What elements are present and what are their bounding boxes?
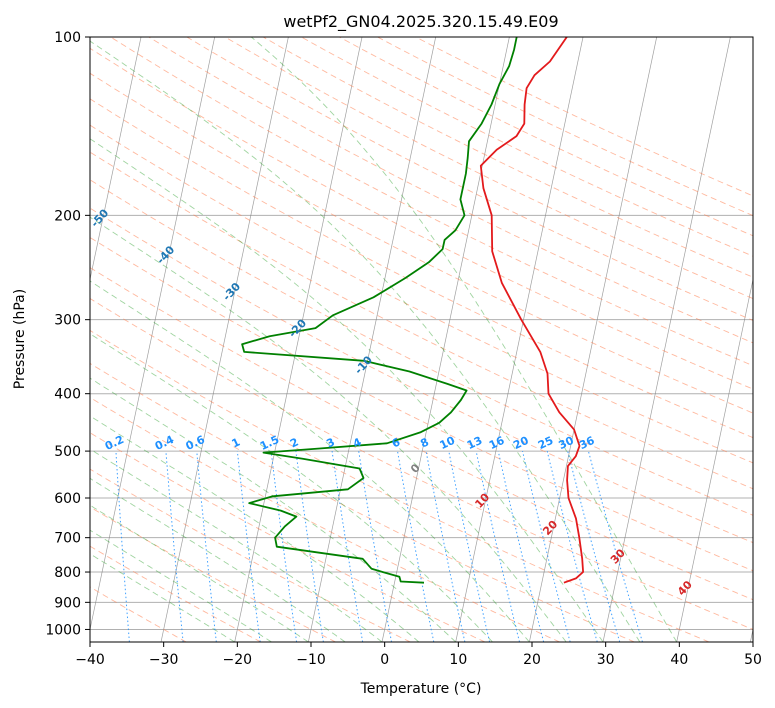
y-tick-label: 1000 (45, 622, 81, 638)
y-tick-label: 200 (54, 208, 81, 224)
plot-frame (89, 36, 754, 643)
mixing-ratio-label: 20 (511, 434, 531, 452)
dry-adiabat-line (90, 267, 753, 601)
y-axis-ticks: 100 200 300 400 500 600 700 800 900 1000 (45, 30, 90, 638)
y-axis-label: Pressure (hPa) (12, 289, 28, 389)
x-tick-label: 10 (449, 652, 467, 668)
dry-adiabat-line (90, 297, 753, 630)
dry-adiabat-line (90, 179, 753, 516)
isotherm-line (676, 277, 753, 642)
isotherm-line (160, 37, 289, 642)
y-tick-label: 600 (54, 491, 81, 507)
x-tick-label: −40 (75, 652, 105, 668)
isotherm-line (234, 37, 363, 642)
isotherm-line (90, 37, 216, 632)
x-tick-label: 0 (380, 652, 389, 668)
dry-adiabat-line (90, 468, 411, 642)
moist-adiabat-line (90, 529, 272, 642)
moist-adiabat-lines (90, 37, 678, 642)
mixing-ratio-line (165, 451, 184, 642)
moist-adiabat-line (251, 37, 678, 642)
mixing-ratio-line (448, 451, 491, 642)
moist-adiabat-line (90, 415, 420, 642)
x-tick-label: 40 (670, 652, 688, 668)
dry-adiabat-line (90, 47, 753, 390)
mixing-ratio-line (397, 451, 435, 642)
mixing-ratio-label: 25 (536, 434, 555, 452)
x-axis-label: Temperature (°C) (360, 681, 482, 697)
isotherm-line (529, 37, 658, 642)
x-tick-label: 30 (597, 652, 615, 668)
mixing-ratio-line (587, 450, 643, 642)
moist-adiabat-line (90, 333, 493, 642)
dry-adiabat-line (90, 362, 635, 642)
y-tick-label: 700 (54, 531, 81, 547)
dry-adiabat-line (90, 124, 753, 464)
isotherm-line (90, 37, 142, 282)
dry-adiabat-line (186, 37, 753, 321)
x-tick-label: −30 (149, 652, 179, 668)
y-tick-label: 100 (54, 30, 81, 46)
y-tick-label: 800 (54, 565, 81, 581)
y-tick-label: 900 (54, 595, 81, 611)
isotherm-line (602, 37, 731, 642)
moist-adiabat-line (90, 477, 346, 642)
dry-adiabat-line (90, 207, 753, 544)
x-tick-label: 20 (523, 652, 541, 668)
mixing-ratio-label: 10 (438, 434, 458, 452)
dry-adiabat-line (90, 329, 710, 642)
mixing-ratio-label: 30 (557, 434, 577, 452)
dry-adiabat-line (224, 37, 753, 300)
mixing-ratio-label: 16 (487, 434, 507, 452)
mixing-ratio-line (270, 451, 298, 642)
mixing-ratio-label: 36 (577, 434, 597, 452)
mixing-ratio-line (567, 450, 621, 642)
x-axis-ticks: −40 −30 −20 −10 0 10 20 30 40 50 (75, 642, 762, 668)
moist-adiabat-line (90, 504, 309, 642)
mixing-ratio-line (425, 451, 466, 642)
y-tick-label: 300 (54, 313, 81, 329)
x-tick-label: −20 (223, 652, 253, 668)
chart-title: wetPf2_GN04.2025.320.15.49.E09 (283, 12, 558, 32)
mixing-ratio-line (497, 450, 545, 642)
moist-adiabat-line (90, 138, 604, 642)
dry-adiabat-lines (90, 37, 753, 642)
temperature-line (479, 37, 584, 584)
moist-adiabat-line (90, 216, 567, 642)
dry-adiabat-line (110, 37, 753, 367)
x-tick-label: −10 (296, 652, 326, 668)
y-tick-label: 500 (54, 444, 81, 460)
moist-adiabat-line (90, 553, 235, 642)
isotherm-line (381, 37, 510, 642)
mixing-ratio-line (236, 451, 261, 642)
mixing-ratio-line (475, 450, 520, 642)
dry-adiabat-line (90, 236, 753, 572)
x-tick-label: 50 (744, 652, 762, 668)
dry-adiabat-line (90, 396, 560, 642)
dry-adiabat-line (90, 586, 187, 642)
dry-adiabat-line (90, 506, 336, 642)
pressure-gridlines (90, 37, 753, 630)
moist-adiabat-line (90, 377, 457, 642)
sounding-series (241, 37, 584, 584)
mixing-ratio-line (196, 451, 217, 642)
dewpoint-line (241, 37, 518, 584)
isotherm-line (455, 37, 584, 642)
mixing-ratio-label: 13 (465, 434, 484, 452)
mixing-ratio-line (522, 450, 571, 642)
y-tick-label: 400 (54, 387, 81, 403)
dry-adiabat-line (90, 98, 753, 439)
mixing-ratio-line (546, 450, 598, 642)
moist-adiabat-line (90, 40, 641, 642)
